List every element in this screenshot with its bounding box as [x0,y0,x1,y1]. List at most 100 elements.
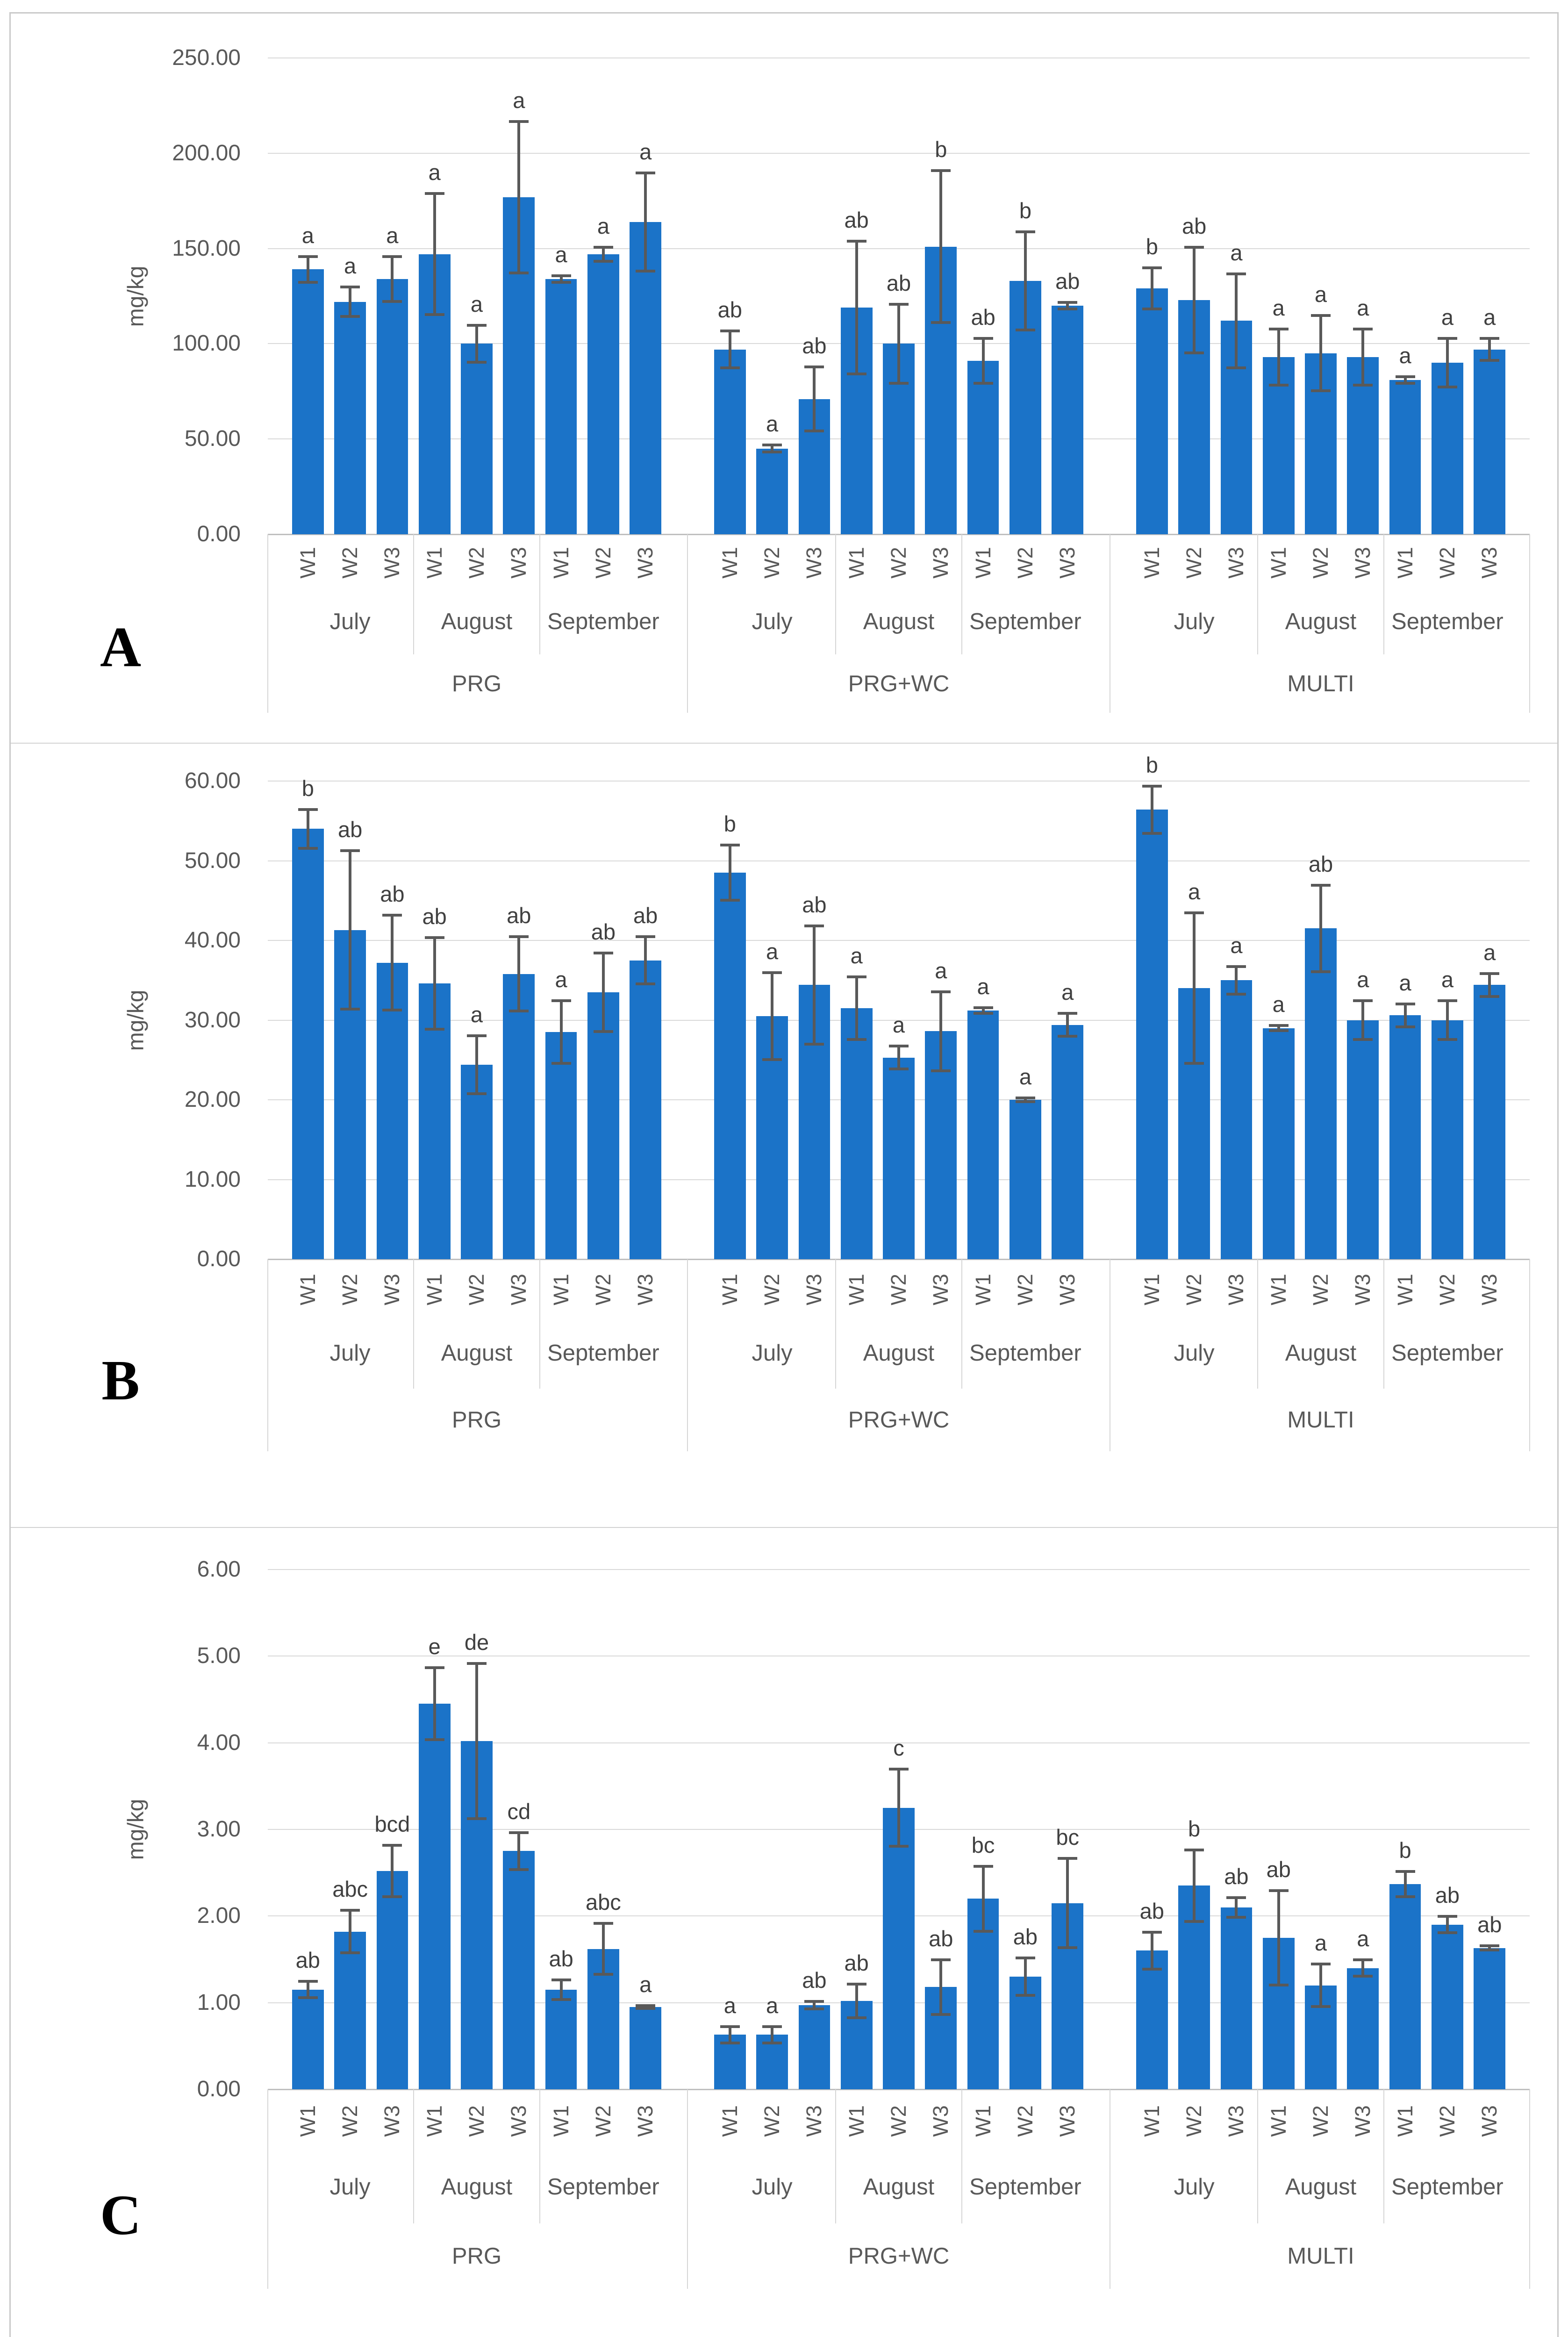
significance-letter: a [1272,991,1285,1017]
bar-MULTI-September-W3 [1474,349,1506,534]
error-bar-cap-top [1311,314,1331,317]
week-label: W2 [464,547,488,579]
y-tick-label: 100.00 [172,331,241,356]
bar-PRG+WC-September-W2 [1010,1100,1041,1259]
month-separator-line [1257,534,1258,655]
significance-letter: ab [802,892,827,917]
error-bar-cap-top [973,1864,993,1868]
treatment-label: PRG+WC [848,2243,950,2269]
error-bar [1361,328,1365,386]
error-bar-cap-bottom [1437,1931,1457,1935]
error-bar-cap-top [593,1922,613,1925]
week-label: W2 [1013,1274,1037,1306]
significance-letter: e [428,1634,441,1659]
error-bar [981,1007,985,1014]
week-label: W3 [633,2105,658,2137]
bar-MULTI-September-W3 [1474,1948,1506,2089]
error-bar-cap-top [1437,1915,1457,1918]
bar-MULTI-September-W2 [1432,1020,1463,1259]
week-label: W3 [1224,547,1248,579]
bar-PRG-September-W1 [545,279,577,534]
error-bar-cap-bottom [1311,389,1331,393]
week-label: W3 [929,1274,953,1306]
week-label: W2 [887,547,910,579]
error-bar-cap-bottom [593,260,613,263]
error-bar-cap-top [762,971,782,975]
error-bar-cap-top [382,914,402,917]
error-bar [1319,1964,1322,2007]
significance-letter: a [1314,1930,1327,1956]
error-bar-cap-bottom [1015,1100,1035,1104]
week-label: W1 [1393,2105,1417,2137]
error-bar-cap-top [340,1909,360,1912]
error-bar [433,193,436,315]
treatment-label: MULTI [1287,1407,1354,1433]
error-bar-cap-bottom [1142,308,1162,311]
error-bar-cap-bottom [973,1011,993,1015]
treatment-label: PRG [451,671,502,696]
month-label: July [1174,1341,1215,1366]
error-bar-cap-bottom [509,1009,529,1012]
error-bar [813,366,816,431]
error-bar [1319,315,1322,392]
error-bar [644,936,647,984]
error-bar [475,1663,478,1819]
week-label: W1 [1393,547,1417,579]
week-label: W1 [422,2105,446,2137]
error-bar-cap-top [509,120,529,123]
bar-MULTI-August-W2 [1305,928,1337,1259]
week-label: W3 [507,1274,531,1306]
error-bar-cap-bottom [1268,1029,1289,1032]
month-separator-line [1257,2089,1258,2224]
month-separator-line [1383,534,1385,655]
significance-letter: a [766,411,779,437]
bar-PRG-July-W1 [292,269,324,534]
significance-letter: b [301,775,314,801]
error-bar-cap-bottom [551,1062,571,1065]
category-table-left-edge [267,1259,268,1451]
error-bar-cap-top [720,329,740,332]
error-bar [1193,912,1196,1064]
error-bar-cap-bottom [846,372,866,375]
error-bar-cap-top [466,1662,487,1665]
x-axis-line [268,1259,1530,1260]
significance-letter: b [1188,1816,1201,1841]
error-bar-cap-bottom [804,429,824,432]
significance-letter: a [470,1002,483,1027]
gridline [268,1019,1530,1021]
month-label: August [863,2174,935,2200]
error-bar [939,991,943,1071]
month-separator-line [539,534,541,655]
significance-letter: a [301,222,314,248]
y-tick-label: 1.00 [197,1990,241,2015]
error-bar [1403,376,1407,384]
significance-letter: a [1230,932,1243,958]
week-label: W1 [422,547,446,579]
x-axis-line [268,2089,1530,2090]
error-bar-cap-top [1058,301,1078,304]
significance-letter: ab [380,882,405,907]
week-label: W3 [380,2105,404,2137]
error-bar-cap-bottom [762,450,782,453]
error-bar-cap-top [1058,1857,1078,1860]
significance-letter: ab [295,1948,320,1973]
error-bar-cap-top [340,849,360,853]
treatment-label: MULTI [1287,2243,1354,2269]
week-label: W2 [464,2105,488,2137]
error-bar-cap-top [846,1982,866,1986]
error-bar [855,241,858,374]
month-separator-line [961,2089,963,2224]
gridline [268,57,1530,58]
error-bar-cap-top [636,171,656,174]
y-tick-label: 3.00 [197,1817,241,1842]
error-bar-cap-top [298,255,318,258]
week-label: W1 [1266,2105,1290,2137]
error-bar [433,937,436,1030]
error-bar-cap-top [1437,337,1457,340]
month-label: August [1285,1341,1357,1366]
x-axis-line [268,534,1530,535]
week-label: W2 [1013,2105,1037,2137]
y-tick-label: 0.00 [197,2077,241,2101]
week-label: W3 [1351,547,1375,579]
bar-MULTI-August-W3 [1347,1020,1379,1259]
